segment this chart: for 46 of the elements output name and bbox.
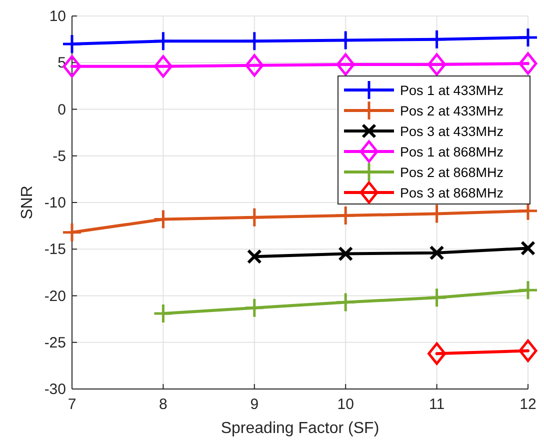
legend-label: Pos 3 at 433MHz [400,124,504,139]
point [428,342,446,365]
y-tick-label: -25 [44,334,66,352]
point [520,240,536,256]
y-tick-label: -5 [52,148,66,165]
point [154,55,172,78]
y-tick-label: -10 [44,194,66,212]
y-axis-title: SNR [19,186,36,220]
point [245,54,264,77]
legend-label: Pos 2 at 433MHz [400,104,504,118]
point [428,53,446,76]
y-tick-label: 0 [58,101,66,118]
legend-label: Pos 3 at 868MHz [400,186,504,200]
point [244,207,265,228]
point [335,205,356,226]
x-tick-label: 9 [250,396,259,413]
y-tick-label: -15 [44,241,66,258]
y-tick-label: 10 [49,8,66,25]
x-tick-label: 12 [520,396,536,413]
point [518,280,538,300]
x-tick-label: 8 [159,396,168,413]
point [244,298,265,318]
point [338,246,354,262]
legend-label: Pos 1 at 433MHz [400,83,504,98]
point [518,340,538,362]
point [429,245,444,260]
x-tick-label: 7 [68,396,76,413]
point [62,222,82,243]
y-tick-label: -30 [44,381,66,398]
point [244,30,265,52]
y-tick-label: -20 [44,288,66,305]
point [335,292,356,313]
point [246,249,262,264]
point [426,29,448,50]
legend-label: Pos 2 at 868MHz [400,165,504,180]
point [152,303,174,324]
point [518,27,538,48]
point [152,30,174,52]
point [336,53,355,76]
legend-label: Pos 1 at 868MHz [400,144,504,160]
x-axis-title: Spreading Factor (SF) [220,420,380,437]
x-tick-label: 10 [337,396,354,413]
x-tick-label: 11 [429,396,445,413]
point [426,287,448,308]
point [62,34,82,54]
point [518,52,538,75]
